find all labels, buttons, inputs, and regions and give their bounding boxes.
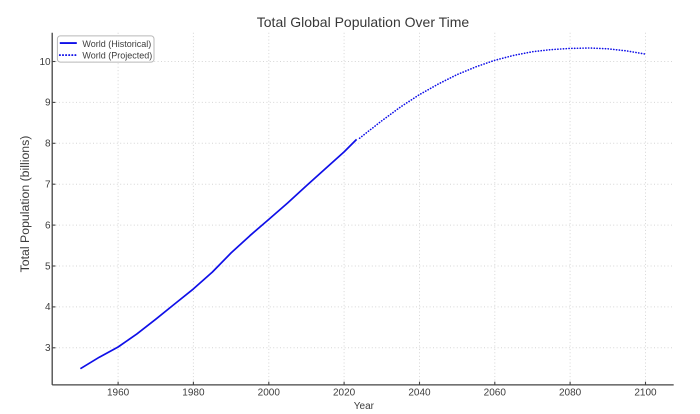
svg-text:10: 10: [39, 57, 51, 68]
svg-text:9: 9: [45, 98, 51, 109]
svg-text:Total Global Population Over T: Total Global Population Over Time: [257, 14, 470, 30]
svg-text:6: 6: [45, 220, 51, 231]
svg-text:2000: 2000: [258, 388, 281, 399]
svg-text:7: 7: [45, 180, 51, 191]
svg-text:1960: 1960: [107, 388, 130, 399]
svg-text:2080: 2080: [559, 388, 582, 399]
svg-text:World (Projected): World (Projected): [82, 51, 152, 61]
svg-text:5: 5: [45, 261, 51, 272]
svg-text:8: 8: [45, 139, 51, 150]
svg-text:2060: 2060: [484, 388, 507, 399]
svg-text:2020: 2020: [333, 388, 356, 399]
svg-text:3: 3: [45, 343, 51, 354]
svg-text:4: 4: [45, 302, 51, 313]
svg-text:World (Historical): World (Historical): [82, 39, 151, 49]
svg-text:Year: Year: [354, 401, 375, 412]
svg-text:2040: 2040: [408, 388, 431, 399]
svg-text:Total Population (billions): Total Population (billions): [18, 136, 32, 273]
svg-text:1980: 1980: [182, 388, 205, 399]
svg-text:2100: 2100: [634, 388, 657, 399]
